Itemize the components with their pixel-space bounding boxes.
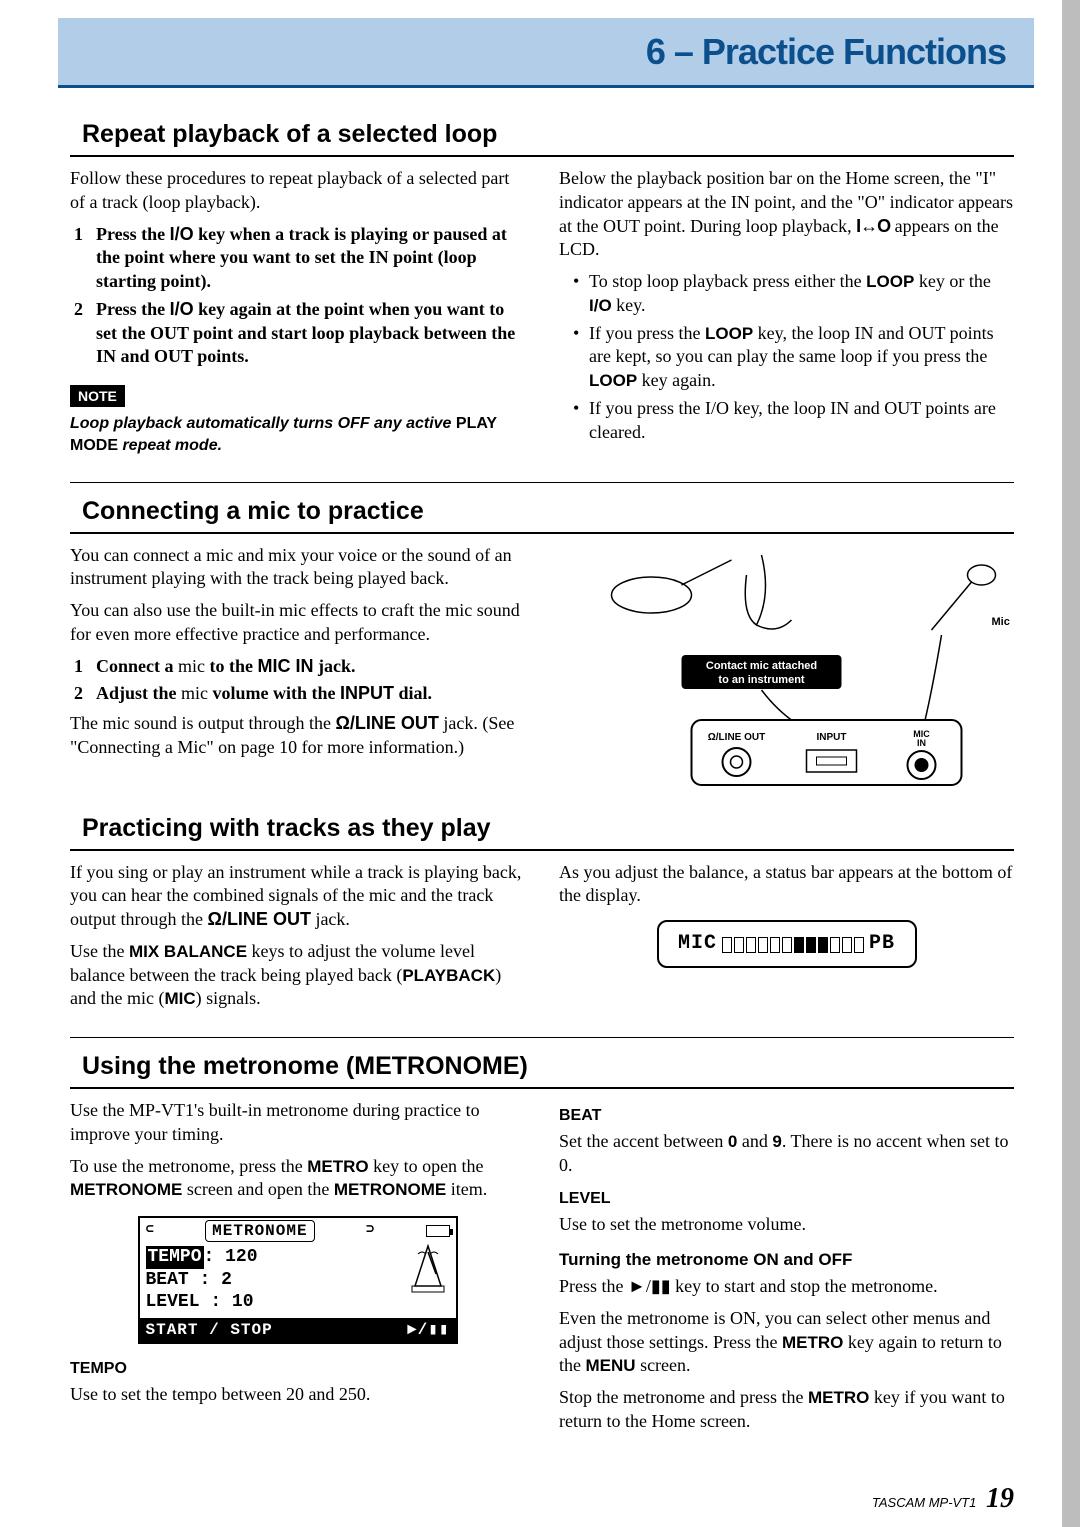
practice-right-p1: As you adjust the balance, a status bar … [559,861,1014,909]
metro-p2: To use the metronome, press the METRO ke… [70,1155,525,1203]
page-edge-shadow [1062,0,1080,1527]
beat-heading: BEAT [559,1105,1014,1126]
mix-balance-lcd: MIC PB [657,920,917,968]
page-content: Repeat playback of a selected loop Follo… [70,106,1014,1497]
step-text: Press the I/O key again at the point whe… [96,298,525,369]
repeat-intro: Follow these procedures to repeat playba… [70,167,525,215]
bullet-1: • To stop loop playback press either the… [573,270,1014,318]
metro-p3: Even the metronome is ON, you can select… [559,1307,1014,1378]
mlcd-body: TEMPO: 120 BEAT : 2 LEVEL : 10 [140,1244,456,1318]
section-title-repeat: Repeat playback of a selected loop [70,116,1014,157]
mic-diagram-svg: Mic Contact mic attached to an instrumen… [559,540,1014,800]
mlcd-header: ⊂ METRONOME ⊃ [140,1218,456,1244]
mic-p2: You can also use the built-in mic effect… [70,599,525,647]
practice-p1: If you sing or play an instrument while … [70,861,525,932]
practice-left-col: If you sing or play an instrument while … [70,857,525,1020]
step-text: Adjust the mic volume with the INPUT dia… [96,682,525,706]
metro-p1: Use the MP-VT1's built-in metronome duri… [70,1099,525,1147]
metronome-right-col: BEAT Set the accent between 0 and 9. The… [559,1095,1014,1441]
step-num: 1 [74,655,96,679]
play-pause-icon: ►/▮▮ [628,1276,671,1296]
metro-p4: Stop the metronome and press the METRO k… [559,1386,1014,1434]
practice-columns: If you sing or play an instrument while … [70,857,1014,1020]
lcd-mic-label: MIC [678,931,717,957]
chapter-title: 6 – Practice Functions [646,31,1006,73]
label-contact-2: to an instrument [718,674,805,686]
mlcd-start-stop: START / STOP ►/▮▮ [140,1318,456,1342]
note-label: NOTE [70,385,125,407]
loop-icon: I↔O [856,215,890,239]
mic-steps: 1 Connect a mic to the MIC IN jack. 2 Ad… [74,655,525,707]
label-line-out: Ω/LINE OUT [708,732,765,743]
section-title-mic: Connecting a mic to practice [70,493,1014,534]
tempo-body: Use to set the tempo between 20 and 250. [70,1383,525,1407]
page-footer: TASCAM MP-VT1 19 [872,1483,1014,1515]
tempo-heading: TEMPO [70,1358,525,1379]
page-number: 19 [986,1483,1014,1514]
metronome-left-col: Use the MP-VT1's built-in metronome duri… [70,1095,525,1441]
step-num: 2 [74,298,96,369]
step-text: Connect a mic to the MIC IN jack. [96,655,525,679]
mic-step-1: 1 Connect a mic to the MIC IN jack. [74,655,525,679]
mlcd-row-tempo: TEMPO: 120 [146,1246,450,1269]
level-heading: LEVEL [559,1188,1014,1209]
mic-connection-diagram: Mic Contact mic attached to an instrumen… [559,540,1014,800]
metronome-lcd: ⊂ METRONOME ⊃ TEMPO: 120 BEAT : 2 LEVEL … [138,1216,458,1344]
footer-product: TASCAM MP-VT1 [872,1495,980,1510]
bullet-dot: • [573,322,589,393]
repeat-right-col: Below the playback position bar on the H… [559,163,1014,464]
beat-body: Set the accent between 0 and 9. There is… [559,1130,1014,1178]
step-num: 2 [74,682,96,706]
section-title-metronome: Using the metronome (METRONOME) [70,1048,1014,1089]
step-num: 1 [74,223,96,294]
repeat-columns: Follow these procedures to repeat playba… [70,163,1014,464]
practice-right-col: As you adjust the balance, a status bar … [559,857,1014,1020]
divider [70,1037,1014,1038]
repeat-bullets: • To stop loop playback press either the… [573,270,1014,444]
section-title-practice: Practicing with tracks as they play [70,810,1014,851]
chapter-banner: 6 – Practice Functions [58,18,1034,88]
repeat-step-1: 1 Press the I/O key when a track is play… [74,223,525,294]
mic-p1: You can connect a mic and mix your voice… [70,544,525,592]
label-input: INPUT [817,732,847,743]
battery-icon [426,1225,450,1237]
mlcd-title: METRONOME [205,1220,314,1242]
metronome-columns: Use the MP-VT1's built-in metronome duri… [70,1095,1014,1441]
mic-right-col: Mic Contact mic attached to an instrumen… [559,540,1014,800]
label-contact-1: Contact mic attached [706,660,817,672]
lcd-bar [721,935,865,953]
mlcd-row-beat: BEAT : 2 [146,1269,450,1292]
mic-left-col: You can connect a mic and mix your voice… [70,540,525,800]
practice-p2: Use the MIX BALANCE keys to adjust the v… [70,940,525,1011]
level-body: Use to set the metronome volume. [559,1213,1014,1237]
repeat-left-col: Follow these procedures to repeat playba… [70,163,525,464]
onoff-body: Press the ►/▮▮ key to start and stop the… [559,1275,1014,1299]
bullet-2: • If you press the LOOP key, the loop IN… [573,322,1014,393]
bullet-3: • If you press the I/O key, the loop IN … [573,397,1014,445]
mlcd-row-level: LEVEL : 10 [146,1291,450,1314]
play-pause-icon: ►/▮▮ [407,1320,449,1340]
metronome-icon [408,1244,448,1294]
repeat-steps: 1 Press the I/O key when a track is play… [74,223,525,370]
label-mic: Mic [992,616,1010,628]
onoff-heading: Turning the metronome ON and OFF [559,1249,1014,1271]
label-mic-in-2: IN [917,738,926,748]
repeat-step-2: 2 Press the I/O key again at the point w… [74,298,525,369]
bullet-dot: • [573,397,589,445]
mic-columns: You can connect a mic and mix your voice… [70,540,1014,800]
step-text: Press the I/O key when a track is playin… [96,223,525,294]
bullet-dot: • [573,270,589,318]
document-page: 6 – Practice Functions Repeat playback o… [0,0,1062,1527]
repeat-right-p1: Below the playback position bar on the H… [559,167,1014,262]
mic-step-2: 2 Adjust the mic volume with the INPUT d… [74,682,525,706]
note-body: Loop playback automatically turns OFF an… [70,413,525,455]
mic-p3: The mic sound is output through the Ω/LI… [70,712,525,760]
lcd-pb-label: PB [869,931,895,957]
divider [70,482,1014,483]
